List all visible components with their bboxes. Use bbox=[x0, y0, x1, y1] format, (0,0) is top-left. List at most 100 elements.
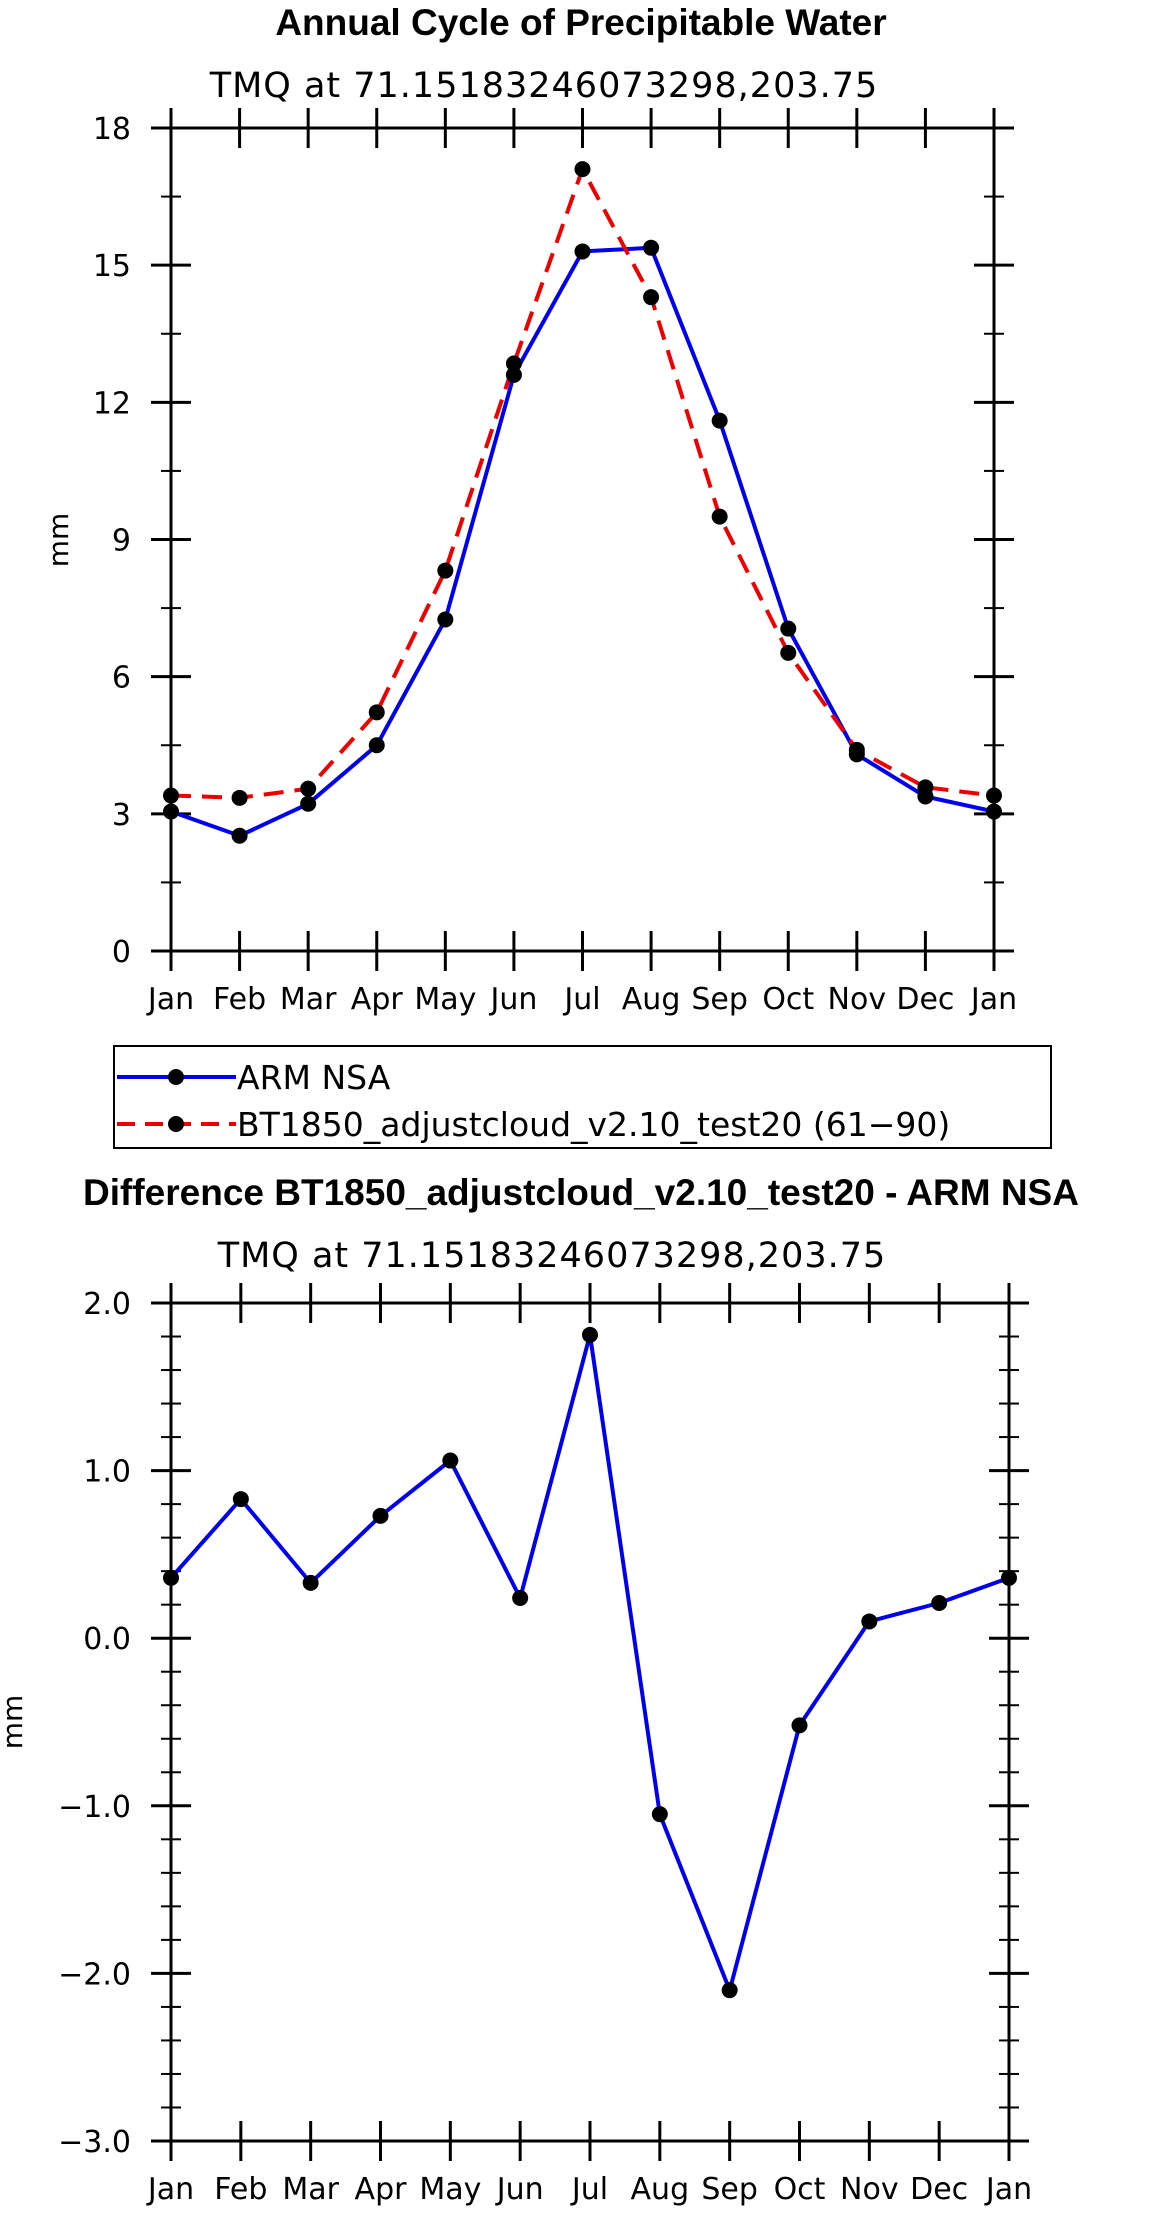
chart2-x-tick-labels: Jan Feb Mar Apr May Jun Jul Aug Sep Oct Nov Dec Jan bbox=[146, 2172, 1032, 2207]
x-tick-label: Jul bbox=[570, 2172, 608, 2207]
x-tick-label: Jan bbox=[146, 2172, 194, 2207]
chart2-y-tick-labels: −3.0 −2.0 −1.0 0.0 1.0 2.0 bbox=[58, 1287, 131, 2160]
data-point bbox=[512, 1589, 529, 1606]
x-tick-label: Jan bbox=[146, 982, 194, 1017]
x-tick-label: Nov bbox=[828, 982, 887, 1017]
data-point bbox=[437, 562, 454, 579]
data-point bbox=[231, 789, 248, 806]
legend-marker-model bbox=[168, 1116, 184, 1132]
data-point bbox=[300, 795, 317, 812]
data-point bbox=[505, 366, 522, 383]
y-tick-label: 1.0 bbox=[83, 1455, 131, 1490]
data-point bbox=[582, 1326, 598, 1343]
data-point bbox=[574, 161, 591, 178]
data-point bbox=[442, 1452, 459, 1469]
x-tick-label: Jun bbox=[495, 2172, 544, 2207]
data-point bbox=[368, 704, 385, 721]
x-tick-label: Feb bbox=[214, 2172, 267, 2207]
chart1-plot-frame bbox=[169, 126, 996, 953]
data-point bbox=[1001, 1569, 1017, 1586]
x-tick-label: May bbox=[414, 982, 476, 1017]
data-point bbox=[861, 1613, 878, 1630]
data-point bbox=[986, 803, 1002, 820]
x-tick-label: Feb bbox=[213, 982, 266, 1017]
x-tick-label: Mar bbox=[280, 982, 337, 1017]
y-tick-label: 0 bbox=[112, 935, 131, 970]
chart1-y-tick-labels: 0 3 6 9 12 15 18 bbox=[93, 112, 131, 970]
data-point bbox=[643, 239, 660, 256]
x-tick-label: Aug bbox=[631, 2172, 690, 2207]
series-line bbox=[170, 167, 995, 800]
data-point bbox=[163, 787, 179, 804]
chart1-y-axis-label: mm bbox=[42, 513, 75, 568]
chart2-subtitle: TMQ at 71.15183246073298,203.75 bbox=[217, 1236, 887, 1276]
data-point bbox=[711, 412, 728, 429]
x-tick-label: Jun bbox=[488, 982, 537, 1017]
data-point bbox=[163, 803, 179, 820]
chart-difference: Difference BT1850_adjustcloud_v2.10_test… bbox=[0, 1172, 1079, 2207]
y-tick-label: 6 bbox=[112, 661, 131, 696]
x-tick-label: Jan bbox=[969, 982, 1017, 1017]
x-tick-label: Dec bbox=[910, 2172, 968, 2207]
data-point bbox=[848, 741, 865, 758]
data-point bbox=[780, 620, 797, 637]
x-tick-label: Oct bbox=[762, 982, 814, 1017]
x-tick-label: Sep bbox=[691, 982, 748, 1017]
data-point bbox=[651, 1806, 668, 1823]
chart2-y-axis-label: mm bbox=[0, 1695, 29, 1750]
series-line bbox=[169, 1332, 1010, 1993]
chart1-title: Annual Cycle of Precipitable Water bbox=[275, 2, 886, 43]
x-tick-label: Jul bbox=[562, 982, 600, 1017]
chart-annual-cycle: Annual Cycle of Precipitable Water TMQ a… bbox=[42, 2, 1052, 1149]
data-point bbox=[791, 1717, 808, 1734]
data-point bbox=[368, 737, 385, 754]
legend-entry-arm-nsa: ARM NSA bbox=[237, 1058, 391, 1097]
y-tick-label: 12 bbox=[93, 386, 131, 421]
chart1-subtitle: TMQ at 71.15183246073298,203.75 bbox=[209, 66, 879, 106]
x-tick-label: Sep bbox=[701, 2172, 758, 2207]
x-tick-label: Mar bbox=[282, 2172, 339, 2207]
chart2-ticks bbox=[151, 1283, 1029, 2161]
x-tick-label: May bbox=[419, 2172, 481, 2207]
chart1-series bbox=[163, 161, 1002, 844]
chart1-ticks bbox=[151, 108, 1014, 971]
data-point bbox=[643, 289, 660, 306]
x-tick-label: Aug bbox=[622, 982, 681, 1017]
y-tick-label: 15 bbox=[93, 249, 131, 284]
data-point bbox=[302, 1574, 319, 1591]
data-point bbox=[437, 611, 454, 628]
data-point bbox=[986, 787, 1002, 804]
data-point bbox=[711, 508, 728, 525]
x-tick-label: Apr bbox=[355, 2172, 408, 2207]
data-point bbox=[574, 243, 591, 260]
y-tick-label: −2.0 bbox=[58, 1957, 131, 1992]
legend-entry-model: BT1850_adjustcloud_v2.10_test20 (61−90) bbox=[237, 1105, 950, 1144]
y-tick-label: 9 bbox=[112, 524, 131, 559]
y-tick-label: −3.0 bbox=[58, 2125, 131, 2160]
data-point bbox=[231, 827, 248, 844]
data-point bbox=[931, 1595, 948, 1612]
data-point bbox=[163, 1569, 179, 1586]
x-tick-label: Jan bbox=[984, 2172, 1032, 2207]
y-tick-label: 2.0 bbox=[83, 1287, 131, 1322]
chart1-legend: ARM NSA BT1850_adjustcloud_v2.10_test20 … bbox=[113, 1045, 1052, 1149]
x-tick-label: Dec bbox=[896, 982, 954, 1017]
data-point bbox=[300, 780, 317, 797]
data-point bbox=[917, 779, 934, 796]
legend-marker-arm-nsa bbox=[168, 1069, 184, 1085]
chart1-x-tick-labels: Jan Feb Mar Apr May Jun Jul Aug Sep Oct Nov Dec Jan bbox=[146, 982, 1017, 1017]
chart2-series bbox=[163, 1326, 1017, 1999]
y-tick-label: −1.0 bbox=[58, 1790, 131, 1825]
data-point bbox=[232, 1491, 249, 1508]
chart2-plot-frame bbox=[169, 1301, 1011, 2143]
chart2-title: Difference BT1850_adjustcloud_v2.10_test… bbox=[83, 1172, 1079, 1213]
data-point bbox=[721, 1982, 738, 1999]
legend-box bbox=[113, 1045, 1052, 1149]
y-tick-label: 3 bbox=[112, 798, 131, 833]
y-tick-label: 0.0 bbox=[83, 1622, 131, 1657]
series-line bbox=[170, 245, 995, 838]
x-tick-label: Oct bbox=[774, 2172, 826, 2207]
data-point bbox=[372, 1507, 389, 1524]
data-point bbox=[505, 355, 522, 372]
